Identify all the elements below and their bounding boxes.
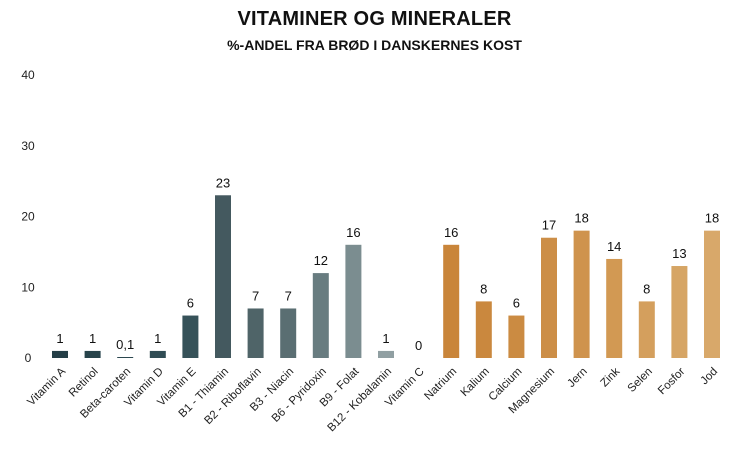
bar (52, 350, 68, 358)
bar (508, 315, 525, 358)
y-tick-label: 30 (21, 139, 35, 153)
bar (475, 301, 492, 358)
data-label: 17 (542, 218, 556, 233)
y-tick-label: 20 (21, 210, 35, 224)
bar (182, 315, 199, 358)
bar (573, 230, 590, 358)
category-label: B2 - Riboflavin (202, 366, 263, 427)
data-label: 1 (382, 331, 389, 346)
category-label: Zink (598, 365, 622, 389)
bars (52, 195, 720, 358)
chart-title: VITAMINER OG MINERALER (237, 8, 512, 30)
data-label: 12 (314, 253, 328, 268)
y-tick-label: 0 (25, 351, 32, 365)
bar (671, 266, 688, 358)
bar (84, 350, 101, 358)
category-label: Selen (626, 366, 655, 395)
bar (312, 273, 329, 358)
data-label: 1 (154, 331, 161, 346)
data-label: 16 (346, 225, 360, 240)
bar (280, 308, 297, 358)
category-label: Fosfor (656, 366, 688, 398)
data-label: 8 (643, 281, 650, 296)
bar (704, 230, 720, 358)
y-tick-label: 40 (21, 68, 35, 82)
bar (443, 244, 460, 358)
bar (541, 237, 557, 358)
data-label: 23 (216, 175, 230, 190)
data-label: 6 (513, 296, 520, 311)
data-label: 14 (607, 239, 621, 254)
data-label: 18 (574, 211, 588, 226)
chart-subtitle: %-ANDEL FRA BRØD I DANSKERNES KOST (227, 37, 522, 53)
data-label: 16 (444, 225, 458, 240)
bar (378, 350, 394, 358)
data-label: 1 (89, 331, 96, 346)
bar (247, 308, 264, 358)
category-label: Jern (565, 366, 589, 390)
bar (117, 357, 134, 358)
data-label: 6 (187, 296, 194, 311)
y-tick-label: 10 (21, 280, 35, 294)
category-label: Vitamin A (25, 365, 68, 408)
category-label: Jod (699, 366, 721, 388)
bar (215, 195, 231, 358)
data-label: 0,1 (116, 337, 134, 352)
y-axis: 0 10 20 30 40 (21, 68, 35, 365)
bar (149, 350, 166, 358)
category-label: Natrium (422, 366, 459, 403)
data-label: 8 (480, 281, 487, 296)
data-label: 0 (415, 338, 422, 353)
data-label: 7 (285, 288, 292, 303)
data-label: 18 (705, 211, 719, 226)
bar (638, 301, 655, 358)
data-label: 13 (672, 246, 686, 261)
bar (345, 244, 362, 358)
data-label: 1 (56, 331, 63, 346)
bar (606, 258, 623, 358)
data-label: 7 (252, 288, 259, 303)
